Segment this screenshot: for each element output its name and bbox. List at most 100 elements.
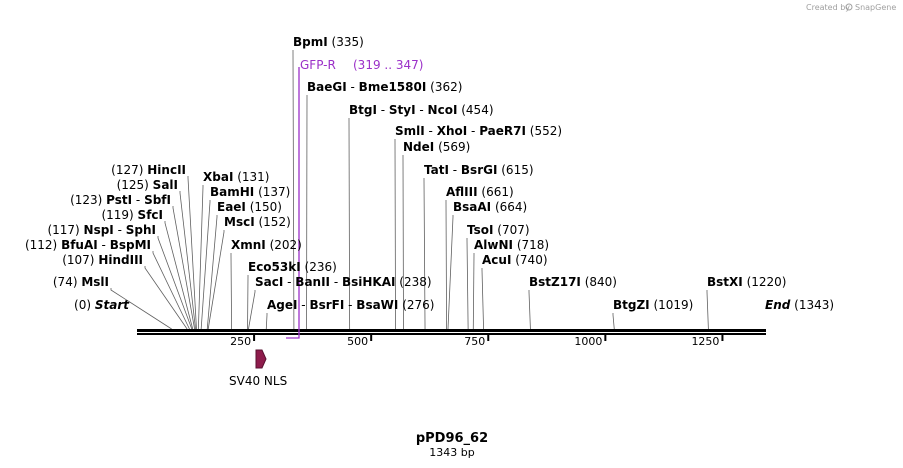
enzyme-name: AgeI <box>267 298 297 312</box>
enzyme-name: NdeI <box>403 140 434 154</box>
leader-line-bstxi <box>706 290 709 330</box>
site-name-separator: - <box>283 275 295 289</box>
site-position: (1343) <box>790 298 834 312</box>
site-label-psti: (123) PstI - SbfI <box>70 193 171 207</box>
site-labels: (127) HincII(125) SalI(123) PstI - SbfI(… <box>25 35 834 312</box>
site-position: (1220) <box>743 275 787 289</box>
site-label-tsoi: TsoI (707) <box>467 223 530 237</box>
site-label-ndei: NdeI (569) <box>403 140 470 154</box>
leader-line-acui <box>481 268 484 330</box>
enzyme-name: NspI <box>84 223 114 237</box>
leader-line-alwni <box>472 253 475 330</box>
plasmid-length: 1343 bp <box>429 446 474 459</box>
enzyme-name: AcuI <box>482 253 511 267</box>
scale-tick-label: 1000 <box>574 335 602 348</box>
backbone-bottom-strand <box>137 333 766 335</box>
site-label-xbai: XbaI (131) <box>203 170 270 184</box>
site-position: (840) <box>581 275 617 289</box>
leader-line-tsoi <box>466 238 469 330</box>
site-position: (718) <box>513 238 549 252</box>
site-label-hincii: (127) HincII <box>111 163 186 177</box>
feature-gfp-r-name: GFP-R <box>300 58 336 72</box>
enzyme-name: SfcI <box>138 208 163 222</box>
leader-line-eaei <box>206 215 218 330</box>
site-leader-lines <box>110 50 709 330</box>
enzyme-name: TsoI <box>467 223 493 237</box>
site-name-separator: - <box>377 103 389 117</box>
site-name-separator: - <box>347 80 359 94</box>
site-label-agei: AgeI - BsrFI - BsaWI (276) <box>267 298 434 312</box>
site-position: (454) <box>457 103 493 117</box>
site-label-msli: (74) MslI <box>53 275 109 289</box>
enzyme-name: SphI <box>126 223 156 237</box>
site-label-smli: SmlI - XhoI - PaeR7I (552) <box>395 124 562 138</box>
leader-line-bamhi <box>200 200 211 330</box>
enzyme-name: NcoI <box>428 103 458 117</box>
site-label-acui: AcuI (740) <box>482 253 548 267</box>
enzyme-name: BstXI <box>707 275 743 289</box>
site-label-btgzi: BtgZI (1019) <box>613 298 693 312</box>
site-label-afliii: AflIII (661) <box>446 185 514 199</box>
site-position: (615) <box>497 163 533 177</box>
site-position: (74) <box>53 275 81 289</box>
site-label-baegi: BaeGI - Bme1580I (362) <box>307 80 462 94</box>
leader-line-bsaai <box>447 215 454 330</box>
site-position: (569) <box>434 140 470 154</box>
enzyme-name: EaeI <box>217 200 246 214</box>
leader-line-xmni <box>230 253 233 330</box>
site-label-hindiii: (107) HindIII <box>62 253 143 267</box>
site-label-bfuai: (112) BfuAI - BspMI <box>25 238 151 252</box>
gfp-r-primer-line <box>286 67 300 339</box>
site-name-separator: - <box>114 223 126 237</box>
site-label-start: (0) Start <box>74 298 130 312</box>
enzyme-name: BsaWI <box>356 298 398 312</box>
enzyme-name: HindIII <box>98 253 143 267</box>
enzyme-name: SmlI <box>395 124 425 138</box>
sv40-nls-feature-arrow <box>255 349 267 369</box>
leader-line-afliii <box>445 200 447 330</box>
site-position: (125) <box>117 178 153 192</box>
enzyme-name: BtgZI <box>613 298 650 312</box>
site-name-separator: - <box>416 103 428 117</box>
site-label-bstxi: BstXI (1220) <box>707 275 786 289</box>
enzyme-name: BspMI <box>110 238 151 252</box>
enzyme-name: PstI <box>106 193 132 207</box>
enzyme-name: BsiHKAI <box>342 275 396 289</box>
enzyme-name: End <box>765 298 791 312</box>
site-name-separator: - <box>297 298 309 312</box>
site-label-nspi: (117) NspI - SphI <box>47 223 156 237</box>
leader-line-bfuai <box>152 251 190 330</box>
enzyme-name: Bme1580I <box>359 80 427 94</box>
leader-line-bpmi <box>292 50 295 330</box>
enzyme-name: BaeGI <box>307 80 347 94</box>
leader-line-agei <box>265 313 268 330</box>
enzyme-name: SbfI <box>144 193 171 207</box>
site-name-separator: - <box>449 163 461 177</box>
enzyme-name: StyI <box>389 103 416 117</box>
credit-text: Created by <box>806 3 850 12</box>
site-label-xmni: XmnI (202) <box>231 238 302 252</box>
site-name-separator: - <box>425 124 437 138</box>
site-name-separator: - <box>132 193 144 207</box>
site-position: (236) <box>301 260 337 274</box>
site-name-separator: - <box>330 275 342 289</box>
enzyme-name: MslI <box>81 275 109 289</box>
site-position: (276) <box>398 298 434 312</box>
scale-tick-label: 1250 <box>691 335 719 348</box>
site-position: (238) <box>395 275 431 289</box>
enzyme-name: BstZ17I <box>529 275 581 289</box>
leader-line-saci <box>248 290 256 330</box>
enzyme-name: HincII <box>147 163 186 177</box>
site-position: (131) <box>233 170 269 184</box>
site-position: (117) <box>47 223 83 237</box>
site-name-separator: - <box>98 238 110 252</box>
site-label-bstz17i: BstZ17I (840) <box>529 275 617 289</box>
enzyme-name: XmnI <box>231 238 266 252</box>
site-label-eco53ki: Eco53kI (236) <box>248 260 337 274</box>
leader-line-msci <box>207 230 225 330</box>
site-position: (202) <box>266 238 302 252</box>
enzyme-name: MscI <box>224 215 255 229</box>
site-label-msci: MscI (152) <box>224 215 291 229</box>
site-label-saci: SacI - BanII - BsiHKAI (238) <box>255 275 432 289</box>
